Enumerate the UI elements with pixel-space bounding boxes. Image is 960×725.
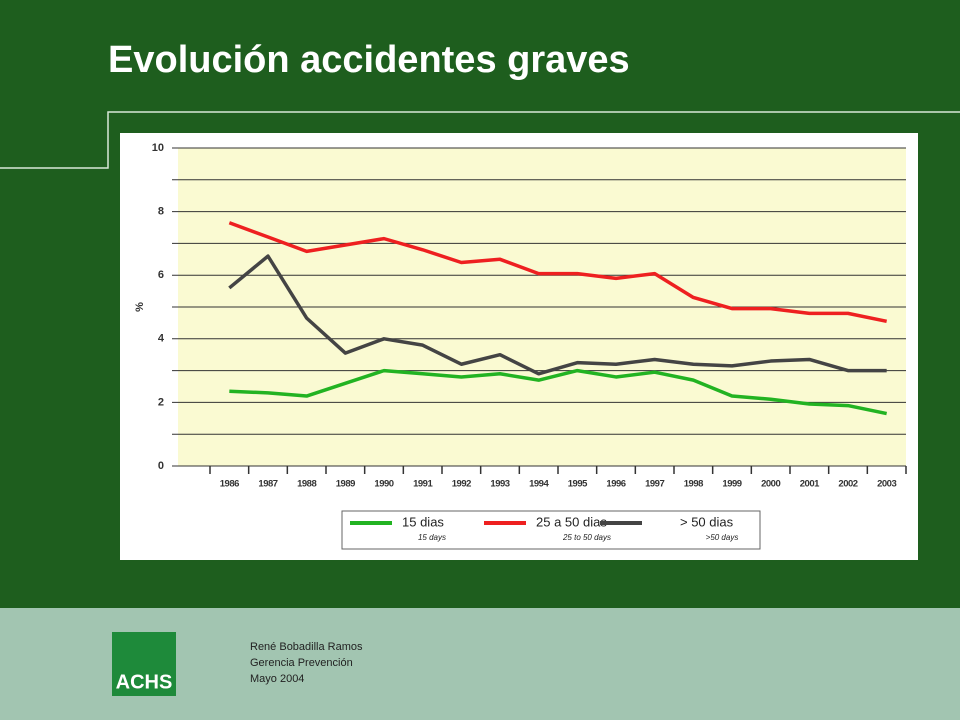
series-line: [228, 221, 888, 324]
logo-text: ACHS: [116, 671, 173, 693]
x-tick-label: 2000: [761, 479, 780, 490]
decor-line: [0, 111, 960, 169]
x-tick-label: 2001: [800, 479, 820, 490]
x-tick-label: 1994: [529, 479, 549, 490]
y-tick-label: 0: [158, 460, 164, 472]
footer-line: René Bobadilla Ramos: [250, 641, 363, 653]
x-tick-label: 1989: [336, 479, 355, 490]
x-tick-label: 1993: [490, 479, 509, 490]
legend-sublabel: 15 days: [418, 533, 446, 542]
y-tick-label: 2: [158, 396, 164, 408]
x-tick-label: 1995: [568, 479, 588, 490]
y-tick-label: 4: [158, 333, 165, 345]
x-tick-label: 1987: [258, 479, 277, 490]
legend-sublabel: 25 to 50 days: [562, 533, 611, 542]
slide-title: Evolución accidentes graves: [108, 39, 630, 81]
x-tick-label: 1996: [606, 479, 625, 490]
y-tick-label: 8: [158, 206, 164, 218]
legend-label: 25 a 50 dias: [536, 514, 607, 529]
y-tick-label: 10: [152, 142, 164, 154]
legend-box: [341, 510, 761, 550]
x-tick-label: 1992: [452, 479, 471, 490]
x-tick-label: 1990: [374, 479, 393, 490]
x-tick-label: 2003: [877, 479, 896, 490]
logo: [112, 632, 176, 696]
y-tick-label: 6: [158, 269, 164, 281]
legend-label: > 50 dias: [680, 514, 734, 529]
series-line: [228, 254, 887, 376]
y-axis-label: %: [134, 302, 146, 312]
series-line: [229, 368, 888, 416]
footer-line: Mayo 2004: [250, 673, 304, 685]
x-tick-label: 1998: [684, 479, 703, 490]
x-tick-label: 1999: [722, 479, 741, 490]
x-tick-label: 1991: [413, 479, 433, 490]
legend-label: 15 dias: [402, 514, 444, 529]
x-tick-label: 1986: [220, 479, 239, 490]
x-tick-label: 2002: [838, 479, 857, 490]
x-tick-label: 1988: [297, 479, 316, 490]
footer-line: Gerencia Prevención: [250, 657, 353, 669]
x-tick-label: 1997: [645, 479, 664, 490]
legend-sublabel: >50 days: [706, 533, 739, 542]
